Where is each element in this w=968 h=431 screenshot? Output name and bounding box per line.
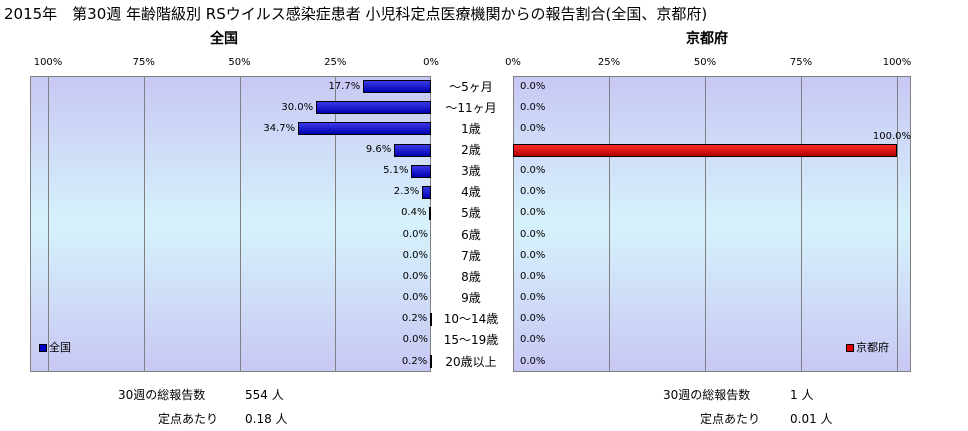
age-category-label: 3歳 (461, 164, 481, 179)
age-category-label: 5歳 (461, 206, 481, 221)
national-value-label: 0.2% (401, 355, 428, 367)
age-category-label: 9歳 (461, 291, 481, 306)
kyoto-tick-label: 25% (597, 57, 621, 68)
national-value-label: 0.2% (401, 313, 428, 325)
kyoto-total-value: 1 人 (790, 388, 814, 402)
national-bar (316, 101, 431, 115)
age-category-label: ～5ヶ月 (449, 79, 493, 94)
national-gridline (143, 77, 145, 371)
national-per-value: 0.18 人 (245, 412, 288, 426)
kyoto-gridline (897, 77, 898, 371)
kyoto-tick-label: 0% (505, 57, 521, 68)
national-gridline (48, 77, 49, 371)
national-value-label: 17.7% (328, 80, 361, 92)
age-category-label: 10～14歳 (443, 312, 499, 327)
national-tick-label: 0% (423, 57, 439, 68)
national-value-label: 34.7% (263, 122, 296, 134)
national-value-label: 30.0% (281, 101, 314, 113)
kyoto-bar (513, 143, 897, 157)
national-bar (411, 164, 431, 178)
kyoto-value-label: 0.0% (520, 207, 546, 219)
age-category-label: 15～19歳 (443, 333, 499, 348)
kyoto-value-label: 0.0% (520, 334, 546, 346)
kyoto-value-label: 0.0% (520, 80, 546, 92)
national-panel-title: 全国 (210, 31, 238, 47)
national-tick-label: 100% (33, 57, 63, 68)
national-tick-label: 50% (228, 57, 251, 68)
national-plot-area (30, 76, 431, 372)
national-bar (422, 185, 431, 199)
national-tick-label: 25% (324, 57, 347, 68)
national-tick-label: 75% (132, 57, 155, 68)
national-gridline (239, 77, 241, 371)
age-category-label: 7歳 (461, 248, 481, 263)
kyoto-plot-area (513, 76, 911, 372)
national-value-label: 2.3% (393, 186, 420, 198)
kyoto-gridline (801, 77, 802, 371)
national-total-label: 30週の総報告数 (118, 388, 206, 402)
national-total-value: 554 人 (245, 388, 284, 402)
kyoto-legend-swatch (846, 344, 854, 352)
age-category-label: ～11ヶ月 (445, 100, 497, 115)
kyoto-value-label: 100.0% (872, 130, 911, 142)
kyoto-total-label: 30週の総報告数 (663, 388, 751, 402)
national-bar (394, 143, 431, 157)
national-legend: 全国 (39, 339, 71, 355)
national-value-label: 0.0% (402, 249, 428, 261)
national-value-label: 0.0% (402, 334, 428, 346)
age-category-label: 4歳 (461, 185, 481, 200)
age-category-label: 2歳 (461, 143, 481, 158)
national-value-label: 5.1% (383, 165, 409, 177)
kyoto-per-value: 0.01 人 (790, 412, 833, 426)
kyoto-gridline (705, 77, 706, 371)
kyoto-value-label: 0.0% (520, 186, 546, 198)
kyoto-panel-title: 京都府 (686, 31, 728, 47)
kyoto-value-label: 0.0% (520, 165, 546, 177)
kyoto-legend: 京都府 (846, 339, 889, 355)
age-category-label: 1歳 (461, 121, 481, 136)
national-gridline (335, 77, 337, 371)
national-value-label: 0.0% (402, 292, 428, 304)
chart-title: 2015年 第30週 年齢階級別 RSウイルス感染症患者 小児科定点医療機関から… (4, 5, 708, 23)
kyoto-value-label: 0.0% (520, 228, 546, 240)
kyoto-legend-label: 京都府 (856, 341, 889, 354)
kyoto-value-label: 0.0% (520, 355, 546, 367)
age-category-label: 8歳 (461, 269, 481, 284)
kyoto-tick-label: 50% (693, 57, 717, 68)
kyoto-value-label: 0.0% (520, 270, 546, 282)
kyoto-gridline (609, 77, 610, 371)
kyoto-value-label: 0.0% (520, 292, 546, 304)
national-legend-label: 全国 (49, 341, 71, 354)
national-legend-swatch (39, 344, 47, 352)
national-per-label: 定点あたり (158, 412, 219, 426)
kyoto-value-label: 0.0% (520, 101, 546, 113)
kyoto-value-label: 0.0% (520, 122, 546, 134)
age-category-label: 20歳以上 (445, 354, 497, 369)
national-bar (429, 206, 432, 220)
national-bar (363, 80, 431, 94)
national-bar (430, 312, 433, 326)
national-value-label: 9.6% (365, 144, 392, 156)
kyoto-per-label: 定点あたり (700, 412, 761, 426)
kyoto-tick-label: 75% (789, 57, 813, 68)
age-category-label: 6歳 (461, 227, 481, 242)
kyoto-value-label: 0.0% (520, 249, 546, 261)
national-value-label: 0.4% (401, 207, 427, 219)
national-value-label: 0.0% (402, 228, 428, 240)
kyoto-tick-label: 100% (882, 57, 912, 68)
national-value-label: 0.0% (402, 270, 428, 282)
kyoto-value-label: 0.0% (520, 313, 546, 325)
national-bar (298, 122, 431, 136)
national-bar (430, 355, 433, 369)
